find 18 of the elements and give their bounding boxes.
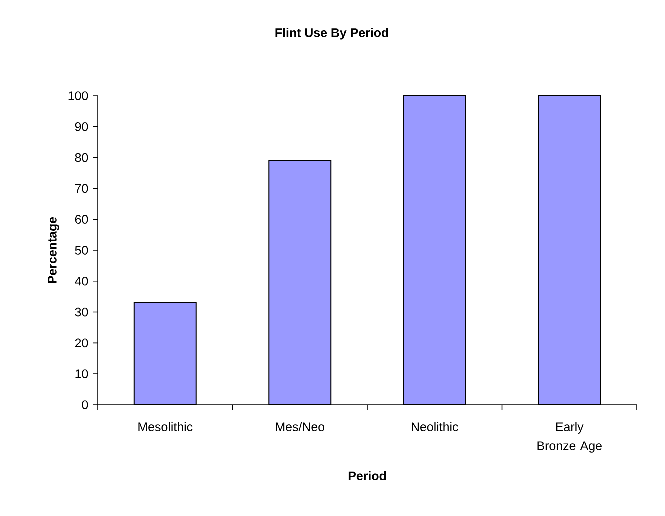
- x-tick-label: Mes/Neo: [276, 422, 325, 432]
- y-tick-label: 40: [75, 276, 88, 286]
- chart-title: Flint Use By Period: [276, 28, 388, 40]
- y-tick-label: 10: [76, 370, 88, 378]
- y-axis-title: Percentage: [48, 217, 60, 284]
- x-tick-label: Early Bronze Age: [538, 422, 602, 453]
- y-tick-label: 30: [75, 308, 88, 317]
- x-axis-title: Period: [348, 471, 386, 481]
- y-tick-label: 80: [75, 153, 88, 162]
- y-tick-label: 60: [75, 215, 88, 224]
- y-tick-label: 100: [68, 92, 88, 100]
- y-tick-label: 0: [82, 400, 88, 410]
- x-tick-label: Mesolithic: [138, 422, 193, 432]
- y-tick-label: 50: [75, 246, 88, 255]
- x-tick-label: Neolithic: [412, 422, 458, 432]
- y-tick-label: 20: [75, 338, 88, 348]
- y-tick-label: 70: [75, 184, 88, 194]
- y-tick-label: 90: [75, 122, 88, 132]
